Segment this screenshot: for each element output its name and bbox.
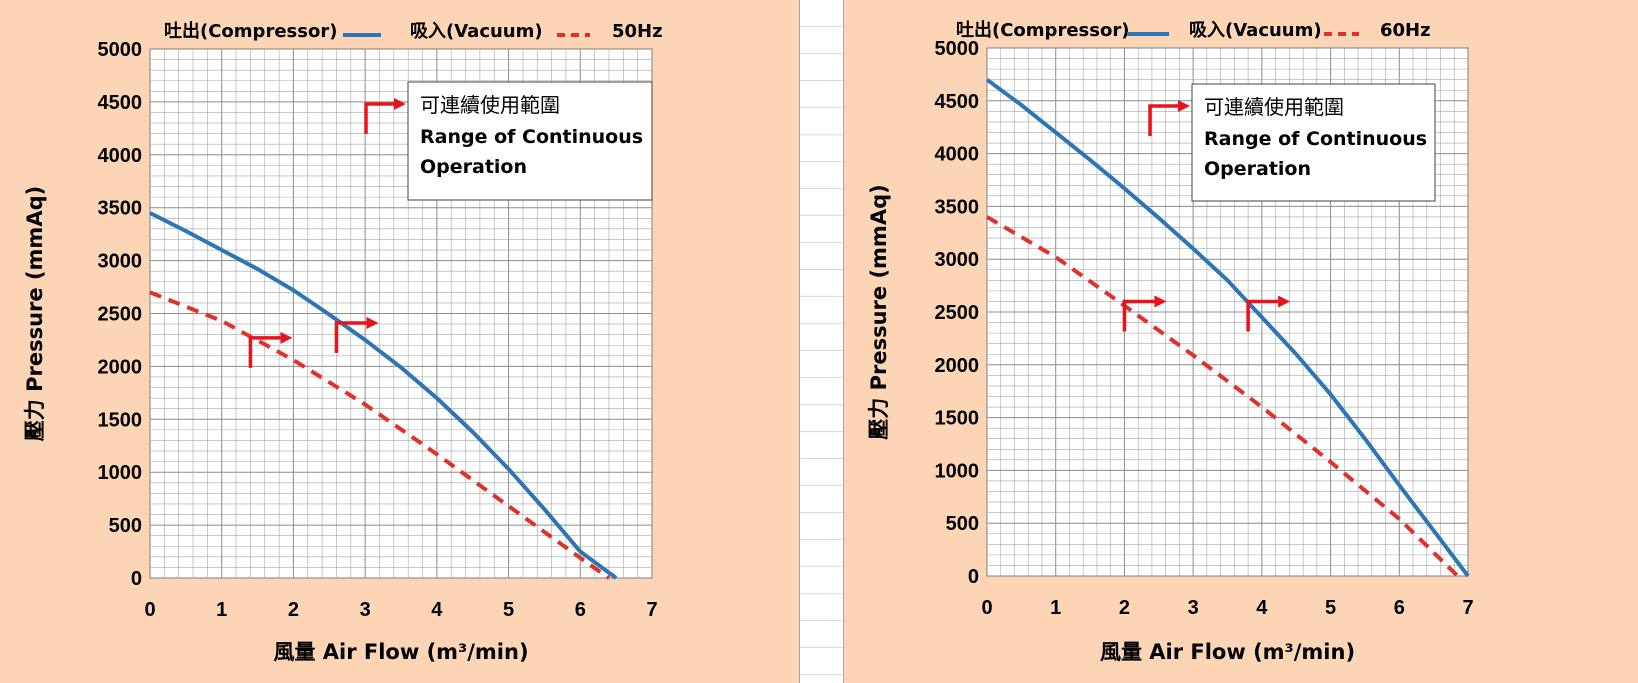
chart-svg-50hz: 0 500 1000 1500 2000 2500 3000 3500 4000 4500 5000…	[23, 20, 663, 664]
vacuum-series-line	[985, 215, 1460, 578]
legend-vacuum-label: 吸入(Vacuum)	[410, 21, 543, 42]
x-tick-label: 0	[981, 597, 992, 619]
x-tick-label: 3	[1188, 597, 1199, 619]
y-tick-label: 0	[131, 568, 142, 590]
y-axis-title: 壓力 Pressure (mmAq)	[867, 184, 891, 439]
chart-svg-60hz: 0 500 1000 1500 2000 2500 3000 3500 4000 4500 5000…	[867, 19, 1474, 664]
annotation-box	[1191, 83, 1436, 202]
vacuum-series-line	[149, 290, 611, 580]
gridlines	[150, 49, 652, 578]
y-tick-label: 4500	[935, 91, 980, 113]
legend-compressor-label: 吐出(Compressor)	[164, 20, 337, 42]
annotation-line-3: Operation	[1204, 158, 1311, 180]
x-tick-label: 7	[646, 599, 657, 621]
marker-arrow-shaft	[1246, 299, 1279, 332]
y-tick-label: 500	[946, 513, 979, 535]
legend-compressor-label: 吐出(Compressor)	[956, 19, 1129, 41]
y-tick-label: 5000	[98, 39, 143, 61]
marker-arrow-head	[280, 331, 293, 344]
x-tick-label: 4	[1256, 597, 1268, 619]
marker-arrow-shaft	[334, 321, 367, 354]
x-axis-title: 風量 Air Flow (m³/min)	[273, 640, 528, 664]
y-tick-label: 1000	[98, 462, 143, 484]
x-tick-label: 1	[216, 599, 227, 621]
marker-arrow-head	[1154, 295, 1167, 308]
annotation-arrow-shaft	[364, 102, 394, 134]
y-tick-label: 4000	[98, 145, 143, 167]
x-tick-label: 7	[1462, 597, 1473, 619]
annotation-arrow-head	[394, 98, 406, 110]
annotation-line-1: 可連續使用範圍	[420, 93, 560, 117]
y-tick-label: 3500	[935, 196, 980, 218]
annotation-arrow-head	[1178, 100, 1190, 112]
x-tick-label: 1	[1050, 597, 1061, 619]
x-tick-label: 5	[503, 599, 514, 621]
y-tick-label: 3000	[98, 251, 143, 273]
y-tick-label: 2000	[98, 356, 143, 378]
chart-panel-50hz: 0 500 1000 1500 2000 2500 3000 3500 4000 4500 5000…	[0, 0, 800, 683]
y-tick-label: 0	[968, 566, 979, 588]
annotation-line-1: 可連續使用範圍	[1204, 95, 1344, 119]
y-tick-label: 3500	[98, 198, 143, 220]
annotation-line-2: Range of Continuous	[1204, 128, 1427, 150]
x-tick-label: 4	[431, 599, 443, 621]
marker-arrow-shaft	[1122, 299, 1155, 332]
continuous-operation-marker	[248, 331, 293, 368]
continuous-operation-marker	[334, 317, 379, 354]
x-axis-title: 風量 Air Flow (m³/min)	[1100, 640, 1355, 664]
compressor-series-line	[985, 78, 1470, 578]
y-tick-label: 1500	[935, 408, 980, 430]
y-tick-label: 500	[109, 515, 142, 537]
marker-arrow-head	[1278, 295, 1291, 308]
marker-arrow-shaft	[248, 336, 281, 368]
x-tick-label: 2	[288, 599, 299, 621]
x-tick-label: 3	[360, 599, 371, 621]
frequency-label: 60Hz	[1380, 20, 1431, 41]
y-tick-label: 4500	[98, 92, 143, 114]
y-tick-label: 3000	[935, 249, 980, 271]
x-tick-label: 5	[1325, 597, 1336, 619]
x-tick-label: 6	[575, 599, 586, 621]
y-tick-label: 4000	[935, 144, 980, 166]
x-tick-label: 6	[1394, 597, 1405, 619]
y-tick-label: 2000	[935, 355, 980, 377]
marker-arrow-head	[366, 317, 379, 330]
y-axis-title: 壓力 Pressure (mmAq)	[23, 186, 47, 441]
x-tick-label: 2	[1119, 597, 1130, 619]
y-tick-label: 2500	[98, 304, 143, 326]
chart-panel-60hz: 0 500 1000 1500 2000 2500 3000 3500 4000 4500 5000…	[843, 0, 1638, 683]
y-tick-label: 1000	[935, 460, 980, 482]
x-tick-label: 0	[144, 599, 155, 621]
y-tick-label: 5000	[935, 38, 980, 60]
legend-vacuum-label: 吸入(Vacuum)	[1189, 20, 1322, 41]
continuous-operation-marker	[1122, 295, 1167, 332]
continuous-operation-annotation: 可連續使用範圍 Range of Continuous Operation	[1148, 83, 1436, 202]
continuous-operation-marker	[1246, 295, 1291, 332]
annotation-line-2: Range of Continuous	[420, 126, 643, 148]
annotation-line-3: Operation	[420, 156, 527, 178]
y-tick-label: 2500	[935, 302, 980, 324]
frequency-label: 50Hz	[612, 21, 663, 42]
compressor-series-line	[149, 211, 618, 580]
continuous-operation-annotation: 可連續使用範圍 Range of Continuous Operation	[364, 81, 653, 201]
annotation-arrow-shaft	[1148, 104, 1178, 136]
annotation-box	[407, 81, 653, 201]
y-tick-label: 1500	[98, 409, 143, 431]
